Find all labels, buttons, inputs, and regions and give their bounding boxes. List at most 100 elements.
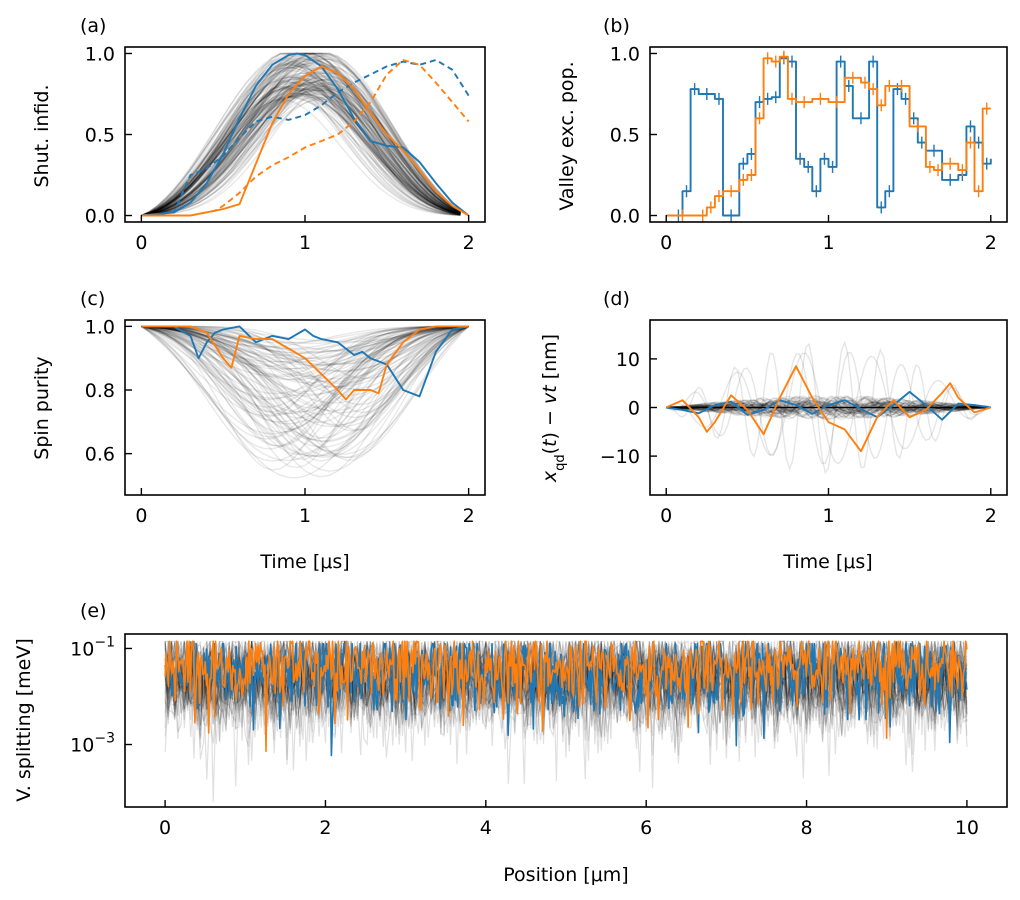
panel-c: (c) Spin purity Time [μs] 0 1 2 0.6 0.8 1.0 [31, 288, 486, 573]
panel-c-background-trace [141, 325, 469, 408]
panel-d-ylabel: xqd(t) − vt [nm] [539, 334, 568, 483]
panel-a-background-trace [141, 85, 461, 217]
panel-a-background-trace [141, 85, 461, 217]
panel-c-background-trace [141, 325, 469, 350]
panel-b-frame [649, 46, 1008, 223]
panel-a-background-trace [141, 93, 461, 217]
panel-a-background-trace [141, 74, 461, 217]
panel-a-background-trace [141, 96, 461, 217]
panel-d-ytick-label: −10 [600, 446, 640, 468]
panel-e-xlabel: Position [μm] [503, 864, 628, 886]
panel-a-background-trace [141, 69, 461, 217]
panel-a-background-trace [141, 83, 461, 217]
panel-a-background-trace [141, 76, 461, 217]
panel-e: (e) V. splitting [meV] Position [μm] 0 2 4… [13, 600, 1008, 886]
panel-c-background-trace [141, 325, 469, 396]
panel-c-background-trace [141, 325, 469, 447]
panel-c-background-trace [141, 325, 469, 462]
panel-d-background-trace [666, 396, 991, 419]
panel-d-background-trace [666, 399, 991, 416]
panel-c-traces [140, 325, 470, 479]
panel-d-series-orange [665, 365, 992, 453]
panel-a-background-trace [141, 79, 461, 217]
panel-a-background-trace [141, 55, 461, 217]
panel-e-frame [124, 633, 1008, 808]
panel-c-background-trace [141, 325, 470, 459]
panel-a-background-trace [141, 87, 461, 217]
panel-a-background-trace [141, 77, 461, 217]
panel-a-background-trace [141, 58, 461, 217]
panel-d-background-trace [666, 395, 991, 420]
panel-a-background-trace [141, 81, 461, 217]
panel-a-background-trace [141, 74, 461, 217]
panel-a-background-trace [141, 85, 461, 217]
panel-a-background-trace [141, 66, 461, 217]
panel-c-background-trace [141, 325, 469, 401]
panel-a-background-trace [141, 66, 461, 217]
panel-e-traces [164, 638, 968, 803]
panel-d-background-trace [666, 402, 991, 413]
panel-c-background-trace [141, 325, 469, 388]
panel-a-background-trace [141, 63, 461, 217]
panel-b-ytick-label: 0.0 [610, 206, 640, 228]
panel-e-ytick-label: 10−1 [70, 634, 115, 660]
panel-c-background-trace [141, 325, 469, 356]
panel-a-background-trace [141, 72, 461, 217]
panel-a-background-trace [141, 79, 461, 217]
panel-d-background-trace [666, 403, 991, 412]
panel-a-background-trace [141, 59, 461, 217]
panel-a-background-trace [141, 88, 461, 217]
panel-a-background-trace [141, 88, 461, 217]
panel-c-background-trace [141, 325, 469, 479]
panel-e-background-trace [164, 639, 968, 750]
panel-c-background-trace [141, 325, 469, 409]
panel-a-background-trace [141, 87, 461, 217]
panel-c-background-trace [141, 325, 469, 381]
panel-e-label: (e) [80, 600, 107, 622]
panel-a-background-trace [141, 53, 461, 217]
panel-a-background-trace [141, 52, 461, 217]
panel-a-background-trace [141, 87, 461, 217]
panel-a-label: (a) [80, 15, 106, 37]
panel-c-background-trace [141, 325, 469, 372]
panel-d-xtick-label: 2 [985, 505, 997, 527]
panel-c-background-trace [141, 325, 469, 370]
panel-a-xtick-label: 1 [299, 232, 311, 254]
panel-a-ytick-label: 1.0 [85, 43, 115, 65]
panel-a-background-trace [141, 60, 461, 217]
panel-b-xtick-label: 1 [822, 232, 834, 254]
panel-a-background-trace [141, 67, 461, 217]
panel-c-background-trace [141, 325, 469, 462]
panel-b-series-blue [674, 57, 992, 217]
panel-e-xtick-label: 0 [159, 817, 171, 839]
panel-c-background-trace [141, 325, 469, 423]
panel-c-background-trace [141, 325, 469, 432]
panel-a-background-trace [141, 87, 461, 217]
panel-a-background-trace [141, 65, 461, 217]
panel-a-background-trace [141, 82, 461, 217]
panel-a-background-trace [141, 83, 461, 217]
panel-e-xtick-label: 6 [640, 817, 652, 839]
panel-c-ticks: 0 1 2 0.6 0.8 1.0 [85, 316, 475, 527]
panel-b-ticks: 0 1 2 0.0 0.5 1.0 [610, 43, 997, 254]
panel-c-background-trace [141, 325, 469, 417]
panel-a-series-blue-solid [141, 52, 470, 217]
panel-b-xtick-label: 0 [660, 232, 672, 254]
panel-c-background-trace [141, 325, 469, 441]
panel-c-background-trace [141, 325, 469, 448]
panel-b-series-orange [666, 55, 991, 217]
panel-a-background-trace [141, 62, 461, 217]
panel-c-background-trace [141, 325, 469, 472]
panel-c-background-trace [141, 325, 469, 426]
panel-c-background-trace [141, 325, 469, 353]
panel-a-background-trace [141, 96, 461, 217]
panel-a-background-trace [141, 61, 461, 217]
panel-a-background-trace [141, 89, 461, 217]
panel-a-background-trace [141, 82, 461, 217]
panel-e-xtick-label: 4 [480, 817, 492, 839]
panel-c-background-trace [141, 325, 469, 366]
panel-a-background-trace [141, 91, 461, 217]
panel-a-background-trace [141, 78, 461, 217]
panel-a-background-trace [141, 57, 461, 217]
panel-a-background-trace [141, 59, 461, 217]
